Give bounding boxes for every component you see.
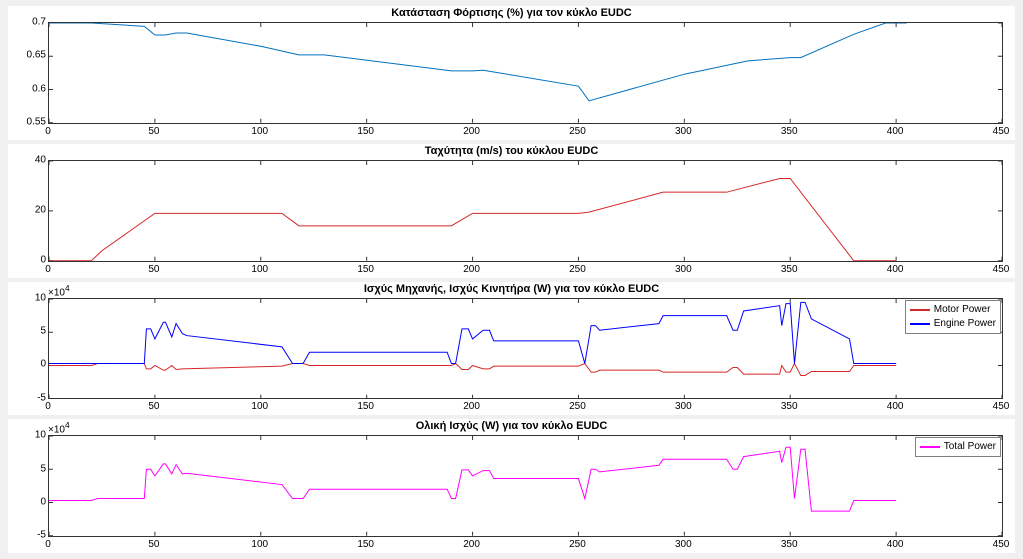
x-tick-label: 450 <box>993 539 1010 550</box>
y-tick-label: 20 <box>10 204 46 215</box>
power-legend: Motor Power Engine Power <box>905 300 1001 334</box>
soc-panel: Κατάσταση Φόρτισης (%) για τον κύκλο EUD… <box>8 6 1015 140</box>
x-tick-label: 100 <box>251 264 268 275</box>
y-tick-label: 0.55 <box>10 117 46 128</box>
total-panel: Ολική Ισχύς (W) για τον κύκλο EUDC ×104 … <box>8 419 1015 553</box>
y-tick-label: 0.65 <box>10 50 46 61</box>
legend-row: Motor Power <box>910 303 996 317</box>
legend-row: Total Power <box>920 440 996 454</box>
x-tick-label: 50 <box>148 401 159 412</box>
x-tick-label: 0 <box>45 401 51 412</box>
x-tick-label: 150 <box>357 264 374 275</box>
x-tick-label: 400 <box>887 126 904 137</box>
x-tick-label: 50 <box>148 539 159 550</box>
x-tick-label: 0 <box>45 539 51 550</box>
x-tick-label: 100 <box>251 126 268 137</box>
x-tick-label: 50 <box>148 264 159 275</box>
speed-svg <box>49 161 1002 261</box>
x-tick-label: 0 <box>45 264 51 275</box>
x-tick-label: 350 <box>781 264 798 275</box>
speed-panel: Ταχύτητα (m/s) του κύκλου EUDC 0 50 100 150… <box>8 144 1015 278</box>
legend-row: Engine Power <box>910 317 996 331</box>
soc-svg <box>49 23 1002 123</box>
x-tick-label: 50 <box>148 126 159 137</box>
x-tick-label: 200 <box>463 539 480 550</box>
x-tick-label: 350 <box>781 126 798 137</box>
total-legend: Total Power <box>915 437 1001 457</box>
x-tick-label: 450 <box>993 264 1010 275</box>
x-tick-label: 300 <box>675 401 692 412</box>
legend-swatch <box>920 446 940 448</box>
legend-label: Total Power <box>944 440 996 454</box>
y-tick-label: -5 <box>10 392 46 403</box>
x-tick-label: 300 <box>675 264 692 275</box>
legend-label: Engine Power <box>934 317 996 331</box>
x-tick-label: 0 <box>45 126 51 137</box>
soc-title: Κατάσταση Φόρτισης (%) για τον κύκλο EUD… <box>8 7 1015 19</box>
power-svg <box>49 299 1002 399</box>
y-tick-label: 0.6 <box>10 83 46 94</box>
x-tick-label: 100 <box>251 401 268 412</box>
speed-title: Ταχύτητα (m/s) του κύκλου EUDC <box>8 145 1015 157</box>
x-tick-label: 400 <box>887 539 904 550</box>
legend-label: Motor Power <box>934 303 991 317</box>
total-plot-area <box>48 435 1003 537</box>
x-tick-label: 250 <box>569 126 586 137</box>
x-tick-label: 250 <box>569 264 586 275</box>
power-title: Ισχύς Μηχανής, Ισχύς Κινητήρα (W) για το… <box>8 283 1015 295</box>
power-plot-area <box>48 298 1003 400</box>
y-tick-label: 0 <box>10 359 46 370</box>
x-tick-label: 150 <box>357 539 374 550</box>
x-tick-label: 350 <box>781 401 798 412</box>
x-tick-label: 200 <box>463 126 480 137</box>
y-tick-label: 0 <box>10 254 46 265</box>
x-tick-label: 300 <box>675 126 692 137</box>
power-panel: Ισχύς Μηχανής, Ισχύς Κινητήρα (W) για το… <box>8 282 1015 416</box>
x-tick-label: 300 <box>675 539 692 550</box>
x-tick-label: 200 <box>463 264 480 275</box>
y-tick-label: -5 <box>10 530 46 541</box>
x-tick-label: 400 <box>887 264 904 275</box>
legend-swatch <box>910 309 930 311</box>
y-tick-label: 5 <box>10 325 46 336</box>
x-tick-label: 200 <box>463 401 480 412</box>
x-tick-label: 150 <box>357 401 374 412</box>
x-tick-label: 150 <box>357 126 374 137</box>
x-tick-label: 400 <box>887 401 904 412</box>
y-tick-label: 5 <box>10 463 46 474</box>
y-tick-label: 0 <box>10 496 46 507</box>
x-tick-label: 100 <box>251 539 268 550</box>
x-tick-label: 450 <box>993 401 1010 412</box>
total-title: Ολική Ισχύς (W) για τον κύκλο EUDC <box>8 420 1015 432</box>
legend-swatch <box>910 323 930 325</box>
speed-plot-area <box>48 160 1003 262</box>
x-tick-label: 250 <box>569 401 586 412</box>
x-tick-label: 450 <box>993 126 1010 137</box>
x-tick-label: 250 <box>569 539 586 550</box>
x-tick-label: 350 <box>781 539 798 550</box>
total-svg <box>49 436 1002 536</box>
soc-plot-area <box>48 22 1003 124</box>
